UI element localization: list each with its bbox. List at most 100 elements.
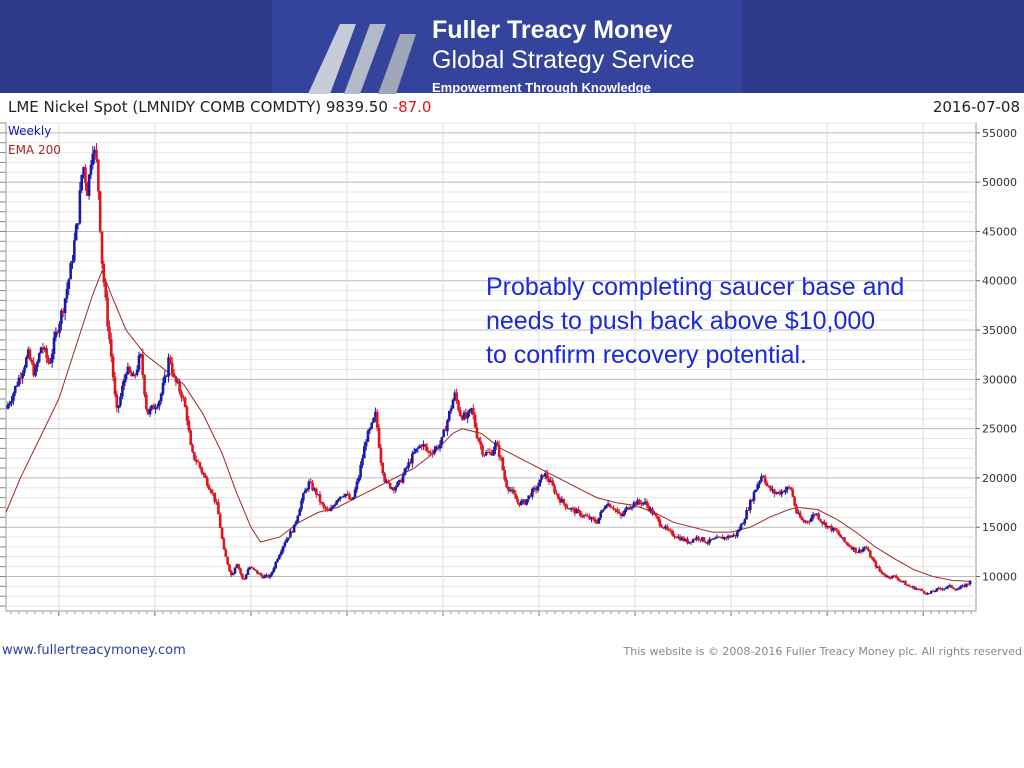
candle-down: [617, 511, 621, 514]
candle-up: [23, 367, 26, 373]
candle-up: [274, 561, 277, 569]
candle-up: [761, 476, 765, 478]
chart-title: LME Nickel Spot (LMNIDY COMB COMDTY) 983…: [8, 98, 431, 116]
candle-down: [889, 577, 892, 579]
candle-up: [630, 506, 634, 509]
candle-down: [586, 515, 590, 517]
candle-down: [141, 354, 144, 376]
candle-up: [294, 521, 298, 525]
candle-down: [30, 359, 34, 363]
candle-up: [959, 586, 963, 589]
candle-down: [571, 508, 575, 510]
annotation-line: needs to push back above $10,000: [486, 307, 876, 335]
candle-up: [69, 263, 72, 280]
candle-down: [455, 392, 458, 402]
y-tick-label: 35000: [982, 324, 1017, 337]
candle-up: [961, 585, 965, 587]
candle-down: [169, 357, 172, 363]
candle-up: [957, 588, 961, 590]
candle-up: [82, 167, 85, 176]
annotation-line: to confirm recovery potential.: [486, 341, 807, 369]
candle-up: [641, 502, 645, 505]
candle-up: [117, 405, 120, 408]
candle-down: [459, 410, 462, 417]
x-tick-label: 2012: [525, 621, 553, 623]
candle-down: [381, 462, 385, 474]
candle-down: [547, 478, 551, 483]
candle-down: [872, 558, 876, 562]
candle-up: [492, 449, 495, 456]
candle-down: [499, 456, 503, 458]
candle-down: [145, 394, 148, 410]
candle-up: [268, 575, 272, 578]
candle-up: [74, 224, 78, 241]
candle-down: [259, 573, 263, 576]
candle-up: [804, 520, 808, 523]
candle-down: [675, 537, 678, 539]
candle-up: [780, 490, 784, 495]
logo-left-stroke: [308, 24, 356, 94]
copyright-notice: This website is © 2008-2016 Fuller Treac…: [623, 645, 1022, 658]
website-link[interactable]: www.fullertreacymoney.com: [2, 643, 186, 658]
candle-up: [122, 379, 126, 386]
candle-up: [139, 354, 143, 356]
candle-up: [948, 585, 952, 587]
candle-down: [242, 578, 246, 580]
candle-down: [918, 589, 922, 591]
candle-up: [351, 497, 355, 500]
candle-up: [822, 522, 826, 524]
candle-down: [802, 520, 806, 523]
candle-down: [658, 519, 662, 526]
candle-up: [451, 399, 455, 409]
candle-down: [429, 452, 433, 454]
candle-up: [776, 491, 780, 493]
candle-down: [222, 538, 226, 550]
candle-up: [691, 539, 695, 543]
candle-down: [662, 527, 665, 529]
candle-down: [215, 501, 218, 503]
candle-down: [495, 442, 499, 445]
y-tick-label: 55000: [982, 127, 1017, 140]
candle-up: [758, 481, 761, 485]
candle-up: [715, 536, 719, 539]
candle-up: [49, 362, 52, 364]
candle-up: [305, 489, 309, 491]
candle-up: [43, 348, 47, 350]
candle-up: [289, 531, 292, 538]
candle-up: [604, 505, 608, 509]
candle-down: [237, 564, 241, 569]
candle-down: [322, 503, 325, 507]
candle-up: [942, 588, 946, 590]
candle-up: [257, 573, 261, 575]
candle-up: [684, 538, 687, 542]
candle-down: [392, 487, 396, 491]
candle-up: [54, 331, 58, 338]
candle-down: [671, 531, 675, 536]
candle-up: [39, 347, 43, 354]
candle-down: [592, 517, 595, 520]
candle-down: [290, 531, 294, 533]
candle-down: [481, 445, 484, 455]
candle-down: [619, 513, 623, 516]
x-tick-label: 2009: [237, 621, 265, 623]
candle-down: [133, 374, 137, 376]
candle-down: [881, 572, 885, 575]
candle-down: [189, 430, 192, 445]
candle-up: [52, 337, 56, 354]
y-tick-label: 15000: [982, 521, 1017, 534]
candle-down: [314, 488, 318, 495]
candle-down: [595, 522, 599, 524]
candle-down: [61, 310, 65, 314]
candle-up: [119, 396, 122, 406]
candle-down: [558, 498, 562, 503]
candle-up: [468, 409, 471, 413]
candle-down: [108, 326, 111, 340]
candle-down: [828, 525, 832, 527]
candle-up: [484, 452, 488, 456]
candle-up: [915, 588, 918, 590]
candle-up: [17, 377, 21, 386]
candle-down: [320, 502, 324, 504]
candle-up: [329, 508, 333, 512]
candle-up: [416, 447, 420, 449]
brand-logo-icon: [308, 24, 416, 94]
